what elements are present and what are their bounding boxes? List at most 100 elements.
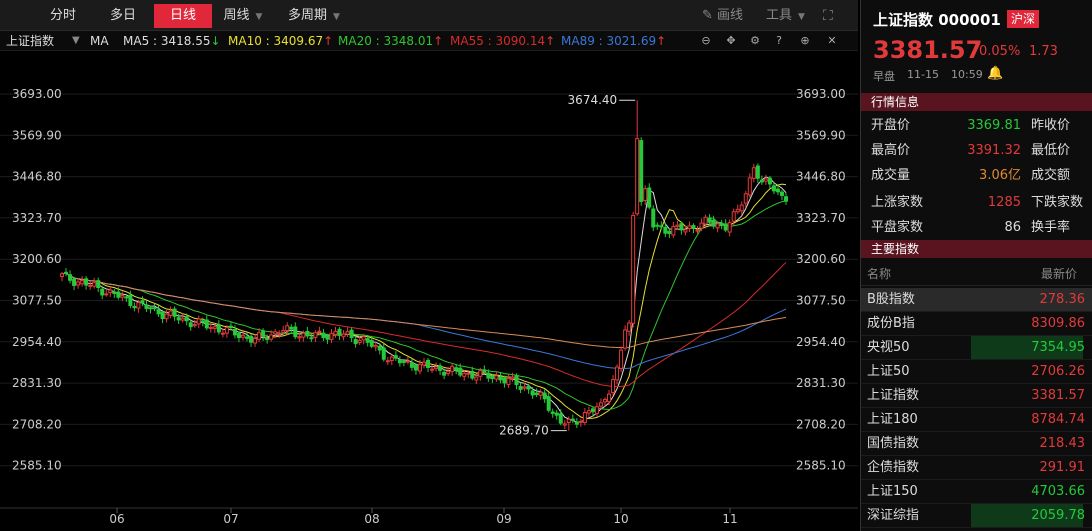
kline-chart[interactable]: 3693.00 3693.00 3569.90 3569.90 3446.80 3446.… <box>0 51 858 526</box>
candle-body <box>365 338 370 343</box>
candle-body <box>619 349 624 369</box>
candle-body <box>88 284 93 287</box>
candle-body <box>518 386 523 390</box>
bell-icon[interactable]: 🔔 <box>987 66 1004 81</box>
fullscreen-icon[interactable]: ⛶ <box>823 8 833 24</box>
ma10-text: MA10 : 3409.67 <box>228 34 324 48</box>
index-name: 央视50 <box>867 340 910 355</box>
ma-label[interactable]: MA <box>90 34 109 48</box>
y-tick-label-right: 2954.40 <box>796 335 846 349</box>
x-tick-label: 06 <box>109 512 124 526</box>
candle-body <box>184 316 189 322</box>
add-icon[interactable]: ⊕ <box>800 34 810 47</box>
kline-svg[interactable]: 3693.00 3693.00 3569.90 3569.90 3446.80 3446.… <box>0 51 858 531</box>
index-row[interactable]: 央视50 7354.95 <box>861 336 1092 360</box>
candle-body <box>261 330 266 337</box>
index-row[interactable]: 上证指数 3381.57 <box>861 384 1092 408</box>
candle-body <box>538 391 543 396</box>
tab-multi-period[interactable]: 多周期 ▼ <box>278 4 350 28</box>
col-name-header[interactable]: 名称 <box>867 267 892 281</box>
current-price: 3381.57 <box>873 36 983 64</box>
settings-icon[interactable]: ⚙ <box>750 34 760 47</box>
candle-body <box>655 224 660 227</box>
info-value: 3.06亿 <box>979 168 1021 183</box>
index-value: 8309.86 <box>1031 316 1085 331</box>
candle-body <box>570 418 575 421</box>
move-icon[interactable]: ✥ <box>726 34 736 47</box>
candle-body <box>687 225 692 230</box>
candle-body <box>771 185 776 192</box>
candle-body <box>405 360 410 363</box>
market-info-row: 平盘家数 86 换手率 <box>861 216 1092 240</box>
index-value: 7354.95 <box>1031 340 1085 355</box>
tab-weekly[interactable]: 周线 ▼ <box>214 4 272 28</box>
candle-body <box>212 326 217 329</box>
tab-multi-day[interactable]: 多日 <box>109 8 136 23</box>
candle-body <box>277 333 282 336</box>
candle-body <box>546 396 551 411</box>
candle-body <box>458 367 463 376</box>
candle-body <box>671 225 676 236</box>
index-row[interactable]: 成份B指 8309.86 <box>861 312 1092 336</box>
index-row[interactable]: 企债指数 291.91 <box>861 456 1092 480</box>
info-label-2: 最低价 <box>1031 143 1071 158</box>
ma55-text: MA55 : 3090.14 <box>450 34 546 48</box>
candle-body <box>643 188 648 202</box>
candle-body <box>389 356 394 362</box>
candle-body <box>397 359 402 364</box>
ma5-value: MA5 : 3418.55↓ <box>123 31 221 51</box>
high-annotation: 3674.40 <box>568 93 618 107</box>
period-toolbar: 分时 多日 日线 周线 ▼ 多周期 ▼ ✎ 画线 工具 ▼ ⛶ <box>0 0 858 31</box>
candle-body <box>345 331 350 335</box>
y-tick-label-right: 3693.00 <box>796 87 846 101</box>
candle-body <box>273 331 278 335</box>
draw-line-button[interactable]: ✎ 画线 <box>702 4 743 28</box>
candle-body <box>526 386 531 390</box>
ma5-line <box>61 176 787 423</box>
candle-body <box>329 332 334 341</box>
candle-body <box>647 187 652 208</box>
candle-body <box>482 369 487 372</box>
index-value: 4703.66 <box>1031 484 1085 499</box>
candle-body <box>417 363 422 372</box>
info-label: 开盘价 <box>871 118 911 133</box>
tab-weekly-label: 周线 <box>223 8 250 23</box>
index-row[interactable]: 上证150 4703.66 <box>861 480 1092 504</box>
tab-daily[interactable]: 日线 <box>154 4 212 28</box>
index-row[interactable]: 深证综指 2059.78 <box>861 504 1092 528</box>
help-icon[interactable]: ? <box>776 34 782 47</box>
index-row[interactable]: 上证180 8784.74 <box>861 408 1092 432</box>
candle-body <box>96 280 101 288</box>
candle-body <box>76 281 81 286</box>
collapse-icon[interactable]: ⊖ <box>701 34 711 47</box>
candle-body <box>691 225 696 229</box>
x-tick-label: 11 <box>722 512 737 526</box>
y-tick-label-left: 2954.40 <box>12 335 62 349</box>
index-row[interactable]: 上证50 2706.26 <box>861 360 1092 384</box>
candle-body <box>305 330 310 337</box>
quote-date: 11-15 <box>907 68 939 81</box>
candle-body <box>196 318 201 325</box>
candle-body <box>80 280 85 285</box>
index-row[interactable]: 国债指数 218.43 <box>861 432 1092 456</box>
col-price-header[interactable]: 最新价 <box>1040 267 1077 281</box>
candle-body <box>542 392 547 400</box>
candle-body <box>723 223 728 231</box>
chevron-down-icon[interactable]: ▼ <box>72 35 80 46</box>
candle-body <box>598 402 603 407</box>
tools-button[interactable]: 工具 ▼ <box>766 4 805 28</box>
candle-body <box>639 140 644 202</box>
ma89-line <box>61 272 787 370</box>
candle-body <box>454 367 459 371</box>
tab-intraday[interactable]: 分时 <box>49 8 76 23</box>
candle-body <box>775 188 780 193</box>
candle-body <box>373 344 378 348</box>
candle-body <box>426 359 431 368</box>
candle-body <box>116 291 121 298</box>
candle-body <box>241 334 245 338</box>
y-tick-label-right: 3323.70 <box>796 211 846 225</box>
close-icon[interactable]: ✕ <box>827 34 837 47</box>
candle-body <box>285 325 290 331</box>
candle-body <box>747 177 752 196</box>
index-row[interactable]: B股指数 278.36 <box>861 288 1092 312</box>
